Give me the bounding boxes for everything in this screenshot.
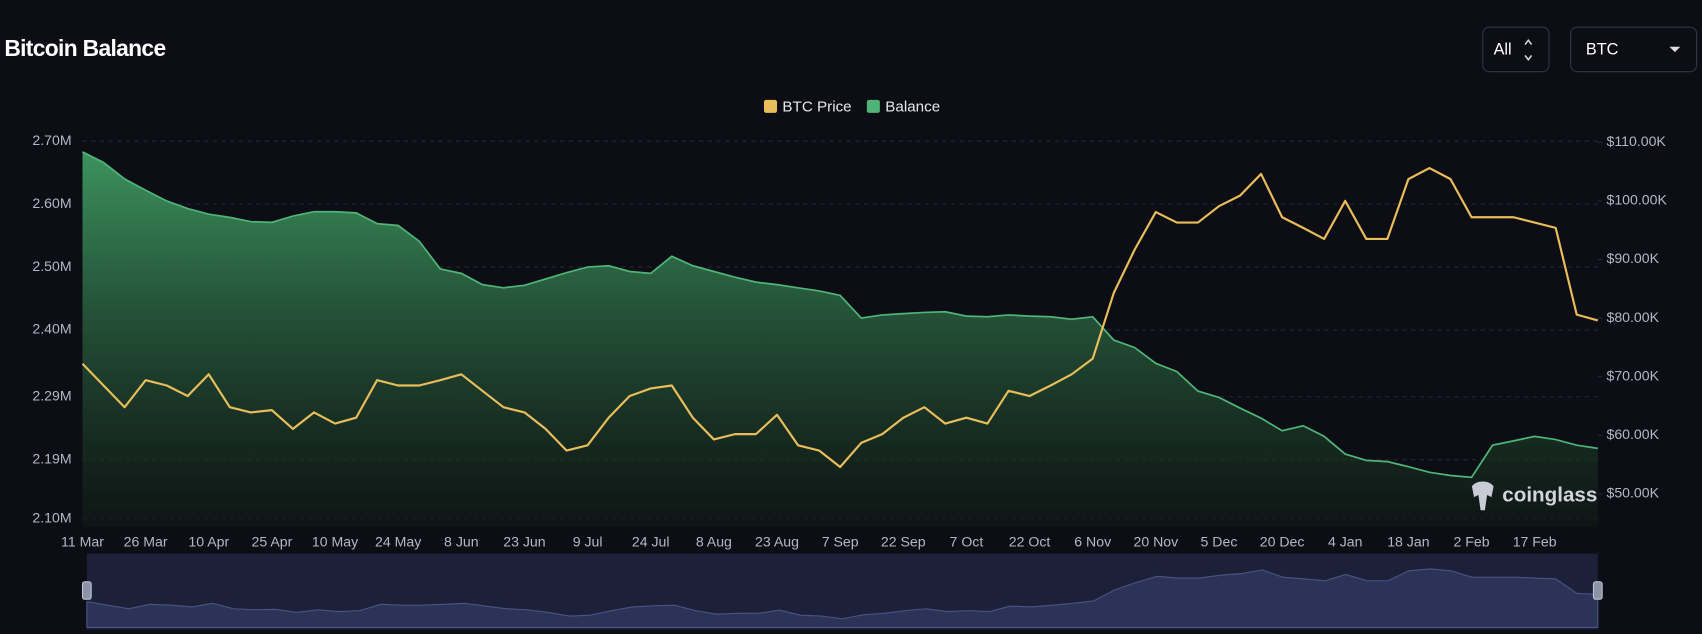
legend-label: BTC Price <box>782 99 851 116</box>
x-tick-label: 26 Mar <box>124 534 168 550</box>
x-tick-label: 17 Feb <box>1513 534 1557 550</box>
plot-area: 2.10M 2.19M 2.29M 2.40M 2.50M 2.60M 2.70M $50.0… <box>32 99 1667 630</box>
x-tick-label: 8 Jun <box>444 534 479 550</box>
x-tick-label: 20 Nov <box>1133 534 1178 550</box>
navigator-area <box>86 568 1599 628</box>
x-tick-label: 9 Jul <box>573 534 603 550</box>
range-select[interactable]: All <box>1482 26 1550 73</box>
x-tick-label: 4 Jan <box>1328 534 1363 550</box>
x-tick-label: 22 Sep <box>881 534 926 550</box>
y2-tick-label: $60.00K <box>1606 426 1659 442</box>
navigator <box>81 553 1603 630</box>
watermark-text: coinglass <box>1502 484 1597 507</box>
x-tick-label: 10 Apr <box>188 534 229 550</box>
y-tick-label: 2.29M <box>32 387 71 403</box>
x-tick-label: 18 Jan <box>1387 534 1429 550</box>
select-box[interactable] <box>1482 26 1550 73</box>
navigator-handle[interactable] <box>81 581 92 600</box>
dropdown-icon <box>1669 46 1681 53</box>
coin-select[interactable]: BTC <box>1570 26 1698 73</box>
legend-swatch <box>763 99 778 113</box>
y2-tick-label: $90.00K <box>1606 250 1659 266</box>
y2-tick-label: $80.00K <box>1606 309 1659 325</box>
x-tick-label: 6 Nov <box>1074 534 1111 550</box>
price-line <box>81 166 1599 469</box>
x-tick-label: 25 Apr <box>252 534 293 550</box>
legend-label: Balance <box>885 99 940 116</box>
x-tick-label: 10 May <box>312 534 359 550</box>
watermark-logo <box>1471 481 1494 511</box>
x-tick-label: 20 Dec <box>1260 534 1305 550</box>
x-tick-label: 24 Jul <box>632 534 670 550</box>
x-tick-label: 22 Oct <box>1009 534 1051 550</box>
watermark: coinglass <box>1471 481 1597 511</box>
y2-tick-label: $110.00K <box>1606 133 1666 149</box>
y2-tick-label: $70.00K <box>1606 367 1659 383</box>
x-tick-label: 8 Aug <box>696 534 732 550</box>
select-icon <box>1524 38 1533 62</box>
x-tick-label: 7 Sep <box>822 534 859 550</box>
y-tick-label: 2.10M <box>32 510 71 526</box>
balance-area <box>82 151 1598 527</box>
select-label[interactable]: BTC <box>1586 40 1619 58</box>
legend: BTC Price Balance <box>763 99 940 116</box>
y-tick-label: 2.70M <box>32 132 71 148</box>
x-tick-label: 24 May <box>375 534 422 550</box>
legend-swatch <box>866 99 880 113</box>
x-tick-label: 5 Dec <box>1201 534 1238 550</box>
balance-line <box>82 151 1598 479</box>
y-tick-label: 2.50M <box>32 258 71 274</box>
navigator-handle[interactable] <box>1592 581 1603 600</box>
x-tick-label: 2 Feb <box>1453 534 1489 550</box>
select-box[interactable] <box>1570 26 1698 73</box>
y2-tick-label: $50.00K <box>1606 485 1659 501</box>
x-tick-label: 11 Mar <box>61 534 104 550</box>
chart-title: Bitcoin Balance <box>4 35 165 61</box>
select-label[interactable]: All <box>1494 40 1512 58</box>
y-tick-label: 2.19M <box>32 450 71 466</box>
y-tick-label: 2.40M <box>32 321 71 337</box>
x-tick-label: 7 Oct <box>950 534 984 550</box>
y2-tick-label: $100.00K <box>1606 192 1667 208</box>
x-tick-label: 23 Jun <box>503 534 545 550</box>
x-tick-label: 23 Aug <box>755 534 799 550</box>
y-tick-label: 2.60M <box>32 195 71 211</box>
